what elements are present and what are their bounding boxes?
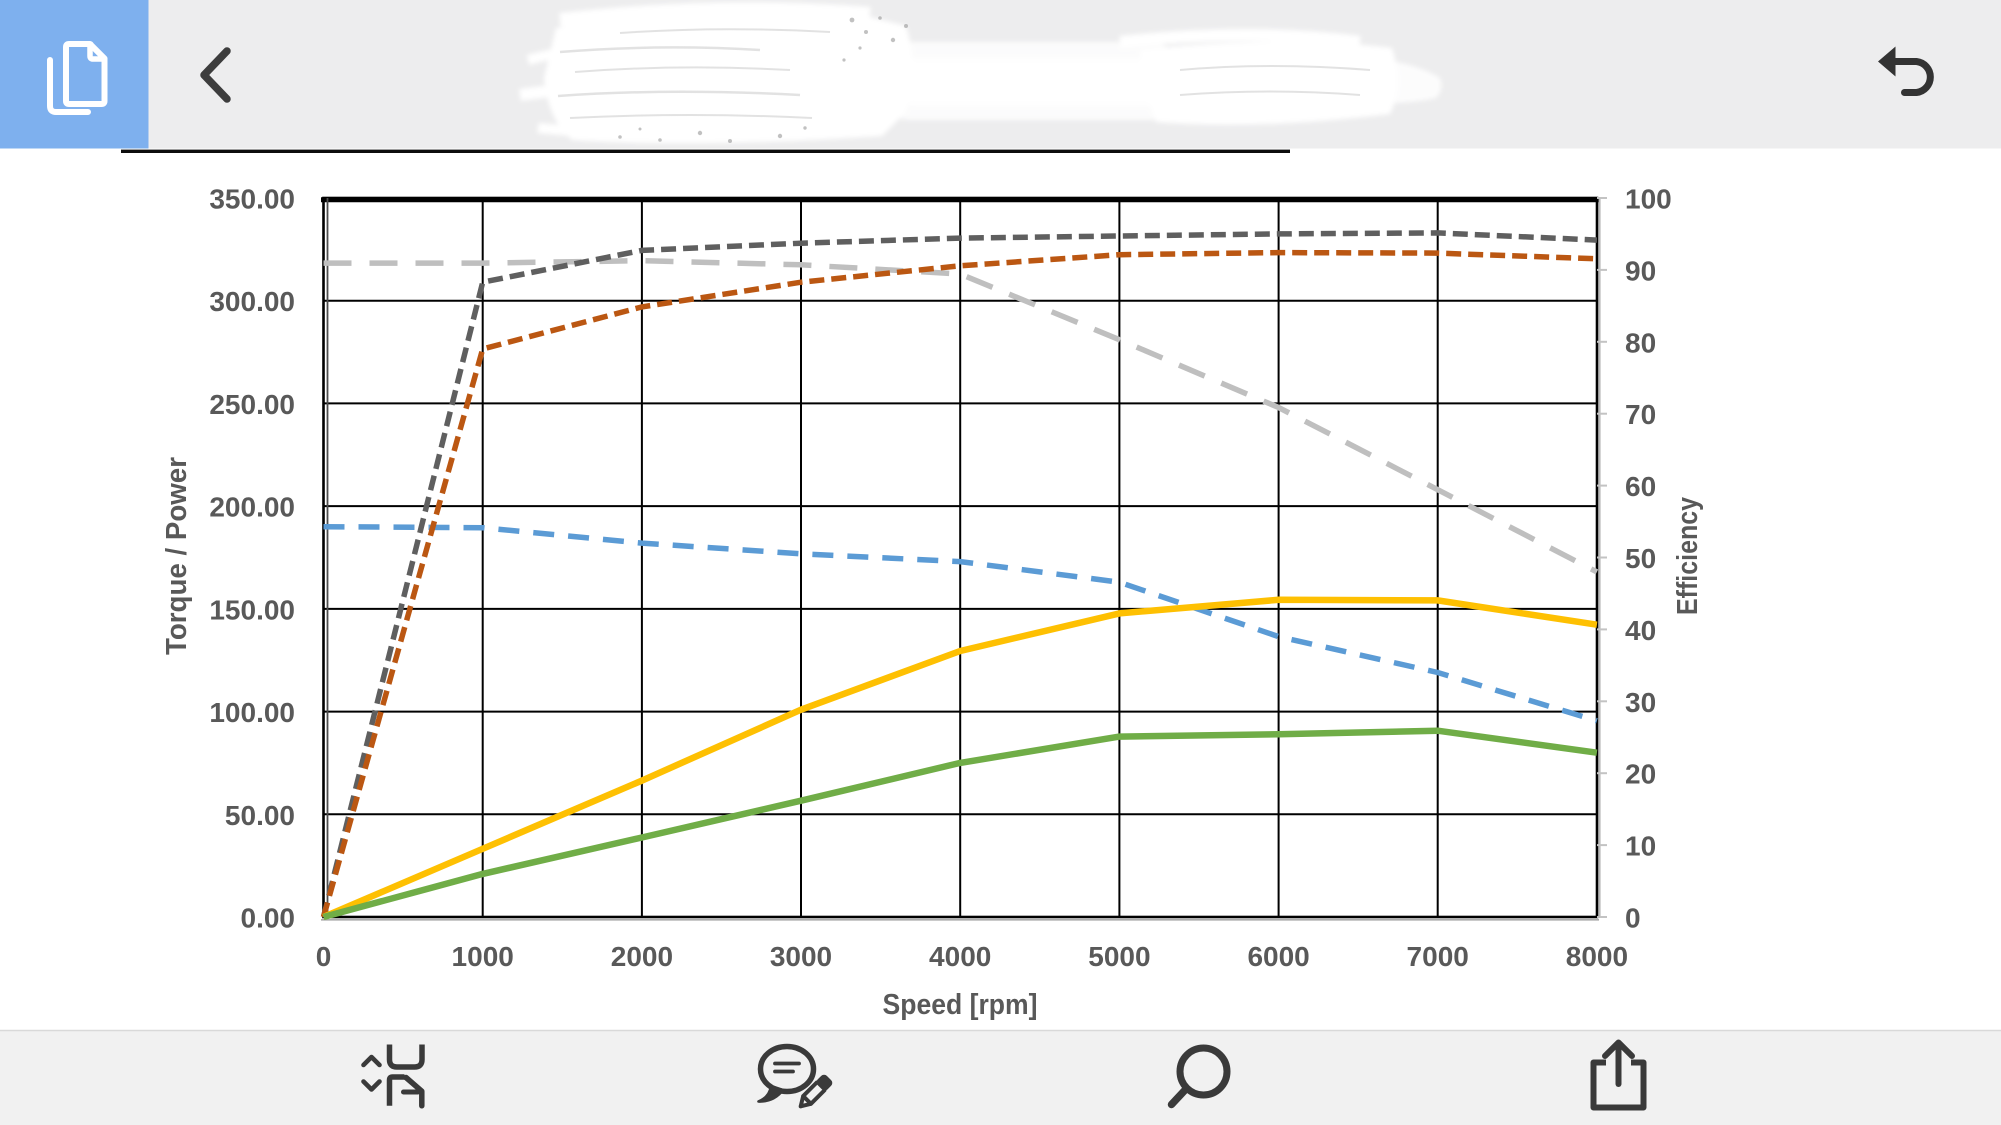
svg-text:60: 60	[1625, 471, 1656, 502]
svg-text:3000: 3000	[770, 941, 832, 972]
svg-text:30: 30	[1625, 687, 1656, 718]
svg-text:50.00: 50.00	[225, 800, 295, 831]
svg-text:150.00: 150.00	[209, 594, 295, 625]
svg-text:50: 50	[1625, 543, 1656, 574]
svg-text:300.00: 300.00	[209, 286, 295, 317]
svg-text:1000: 1000	[452, 941, 514, 972]
svg-text:200.00: 200.00	[209, 492, 295, 523]
svg-text:20: 20	[1625, 759, 1656, 790]
svg-text:4000: 4000	[929, 941, 991, 972]
svg-text:90: 90	[1625, 255, 1656, 286]
svg-text:5000: 5000	[1088, 941, 1150, 972]
svg-text:250.00: 250.00	[209, 389, 295, 420]
svg-text:100.00: 100.00	[209, 697, 295, 728]
svg-text:0.00: 0.00	[241, 903, 296, 934]
svg-text:Efficiency: Efficiency	[1672, 497, 1704, 615]
svg-text:6000: 6000	[1247, 941, 1309, 972]
svg-text:8000: 8000	[1566, 941, 1628, 972]
svg-text:100: 100	[1625, 184, 1672, 215]
svg-text:350.00: 350.00	[209, 184, 295, 215]
svg-text:0: 0	[1625, 903, 1641, 934]
svg-text:Torque / Power: Torque / Power	[161, 457, 193, 655]
svg-text:70: 70	[1625, 399, 1656, 430]
svg-text:7000: 7000	[1407, 941, 1469, 972]
svg-text:40: 40	[1625, 615, 1656, 646]
svg-text:Speed [rpm]: Speed [rpm]	[883, 989, 1038, 1021]
svg-text:10: 10	[1625, 831, 1656, 862]
svg-text:2000: 2000	[611, 941, 673, 972]
svg-text:0: 0	[316, 941, 332, 972]
svg-text:80: 80	[1625, 327, 1656, 358]
